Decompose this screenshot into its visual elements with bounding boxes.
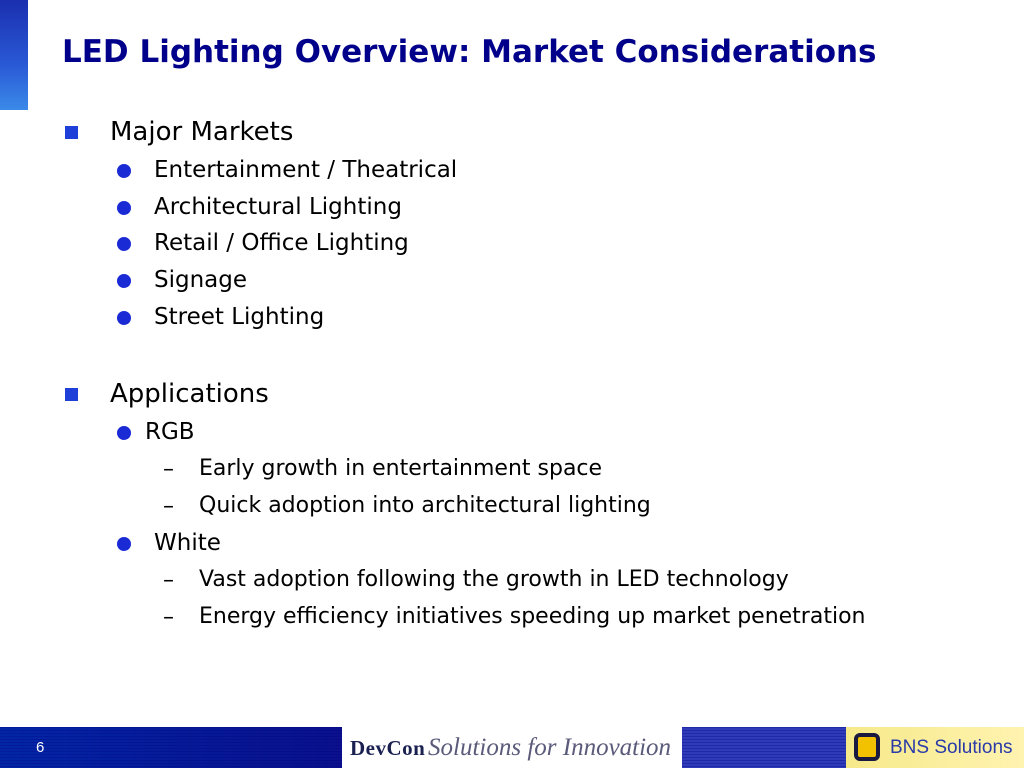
dash-bullet-icon: –	[163, 605, 174, 630]
dash-bullet-icon: –	[163, 568, 174, 593]
section-heading-major-markets: Major Markets	[110, 117, 294, 147]
square-bullet-icon	[65, 126, 78, 139]
section-heading-applications: Applications	[110, 379, 269, 409]
footer-band-left: 6	[0, 727, 342, 768]
list-item: Signage	[154, 267, 248, 293]
devcon-logo: DevCon	[350, 736, 426, 760]
dash-bullet-icon: –	[163, 457, 174, 482]
list-subitem: Early growth in entertainment space	[199, 456, 603, 481]
left-accent-bar	[0, 0, 28, 110]
partner-logo-area: BNS Solutions	[846, 727, 1024, 768]
list-item-rgb: RGB	[145, 419, 195, 445]
circle-bullet-icon	[117, 274, 131, 288]
page-number: 6	[36, 739, 45, 756]
square-bullet-icon	[65, 388, 78, 401]
slide-footer: 6 DevCon Solutions for Innovation BNS So…	[0, 727, 1024, 768]
list-item: Entertainment / Theatrical	[154, 157, 458, 183]
bns-logo-icon	[854, 733, 880, 761]
slide-title: LED Lighting Overview: Market Considerat…	[62, 34, 877, 70]
dash-bullet-icon: –	[163, 494, 174, 519]
slide-content: Major Markets Entertainment / Theatrical…	[65, 117, 866, 630]
circle-bullet-icon	[117, 537, 131, 551]
circle-bullet-icon	[117, 164, 131, 178]
circle-bullet-icon	[117, 237, 131, 251]
list-item: Retail / Office Lighting	[154, 230, 409, 256]
list-subitem: Vast adoption following the growth in LE…	[199, 567, 789, 592]
circle-bullet-icon	[117, 201, 131, 215]
circle-bullet-icon	[117, 426, 131, 440]
footer-tagline: Solutions for Innovation	[428, 734, 672, 761]
footer-band-right	[682, 727, 846, 768]
list-subitem: Energy efficiency initiatives speeding u…	[199, 604, 866, 629]
list-item: Architectural Lighting	[154, 194, 402, 220]
partner-logo-text: BNS Solutions	[890, 737, 1013, 758]
list-subitem: Quick adoption into architectural lighti…	[199, 493, 651, 518]
circle-bullet-icon	[117, 311, 131, 325]
list-item: Street Lighting	[154, 304, 325, 330]
list-item-white: White	[154, 530, 221, 556]
footer-branding: DevCon Solutions for Innovation	[342, 727, 682, 768]
